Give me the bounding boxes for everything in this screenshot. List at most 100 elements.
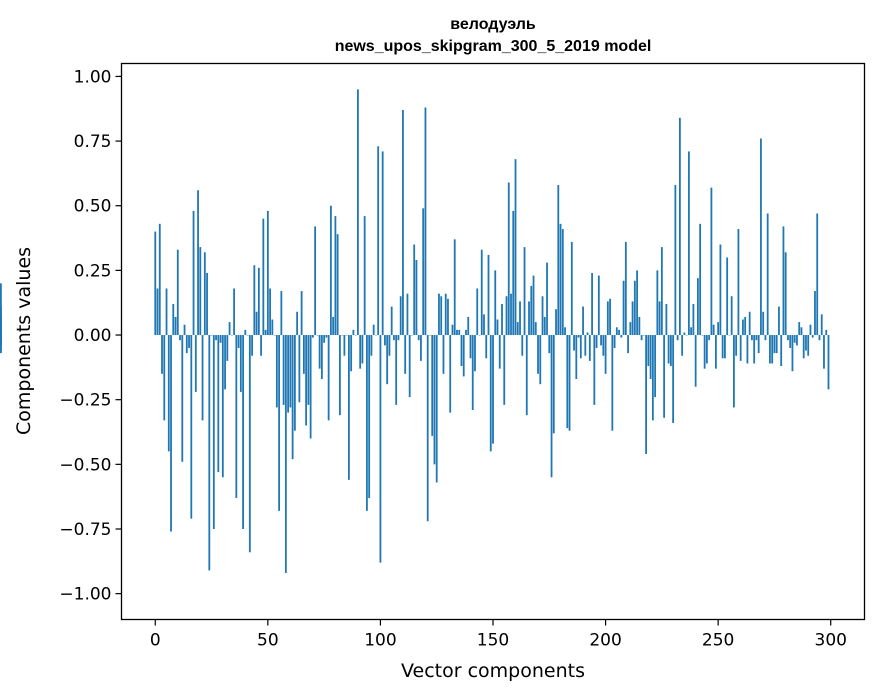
bar: [816, 213, 819, 336]
bar: [618, 329, 620, 336]
bar: [248, 335, 251, 553]
bar: [447, 298, 449, 336]
bar: [809, 324, 812, 336]
y-tick-label: 0.75: [74, 132, 112, 152]
bar: [266, 210, 269, 336]
bar: [309, 335, 312, 439]
bar: [388, 335, 391, 356]
bar: [823, 335, 825, 369]
bar: [242, 335, 244, 529]
bar: [453, 239, 456, 336]
bar: [386, 335, 389, 385]
y-axis-ticks: 1.00 0.75 0.50 0.25 0.00 −0.25 −0.50 −0.75 −1.00: [59, 67, 122, 605]
bar: [825, 329, 828, 336]
bar: [244, 329, 247, 336]
bar: [800, 327, 803, 336]
y-tick-label: 0.25: [74, 261, 112, 281]
bar: [669, 335, 672, 367]
bar: [773, 335, 776, 354]
x-axis-ticks: 0 50 100 150 200 250 300: [150, 619, 847, 651]
bar: [179, 335, 181, 341]
bar: [510, 293, 512, 336]
bar: [174, 316, 177, 336]
bar: [167, 335, 170, 452]
bar: [264, 329, 267, 336]
bar: [339, 335, 341, 416]
bar: [257, 267, 260, 336]
bar: [237, 335, 240, 348]
bar: [564, 327, 566, 336]
bar: [253, 265, 256, 336]
bar: [474, 335, 476, 372]
bar: [699, 223, 702, 336]
bar: [818, 335, 821, 341]
bar: [332, 316, 335, 336]
bar: [600, 335, 602, 346]
bar: [532, 275, 535, 336]
bar: [217, 335, 220, 473]
bar: [719, 244, 722, 336]
bar: [663, 335, 666, 418]
bar: [584, 335, 587, 356]
bar: [271, 319, 274, 336]
bar: [708, 335, 711, 341]
bar: [523, 247, 526, 336]
bar: [336, 234, 339, 336]
bar: [519, 301, 521, 336]
x-tick-label: 250: [702, 631, 734, 651]
bar: [239, 335, 242, 392]
bar: [611, 335, 614, 431]
bar: [748, 311, 751, 336]
bar: [465, 329, 467, 336]
bar: [570, 241, 573, 336]
bar: [827, 335, 830, 390]
x-tick-label: 150: [477, 631, 509, 651]
bar: [372, 324, 375, 336]
bar: [485, 335, 488, 359]
bar: [348, 335, 350, 480]
bar: [742, 319, 744, 336]
bar: [183, 324, 186, 336]
bar-series: [0, 89, 830, 573]
bar: [791, 335, 794, 372]
bar: [573, 335, 575, 351]
bar: [440, 296, 443, 336]
bar: [406, 293, 409, 336]
bar: [552, 335, 555, 434]
bar: [215, 335, 217, 341]
bar: [690, 327, 693, 336]
bar: [483, 314, 485, 336]
bar: [305, 335, 308, 426]
bar: [494, 270, 497, 336]
bar: [530, 285, 533, 336]
bar: [525, 335, 528, 416]
bar: [577, 335, 580, 338]
bar: [228, 322, 231, 336]
bar: [280, 291, 283, 336]
bar: [417, 335, 420, 341]
bar: [537, 335, 539, 374]
bar: [381, 151, 384, 336]
bar: [597, 275, 600, 336]
bar: [638, 316, 641, 336]
bar: [154, 231, 157, 336]
bar: [548, 335, 551, 354]
bar: [705, 335, 708, 364]
bar: [269, 288, 271, 336]
bar: [559, 223, 562, 336]
bar: [291, 335, 294, 460]
bar: [514, 159, 517, 336]
bar: [293, 335, 296, 431]
bar: [161, 335, 163, 374]
bar: [212, 335, 215, 529]
bar: [807, 335, 810, 356]
bar: [687, 151, 690, 336]
bar: [451, 324, 454, 336]
bar: [593, 335, 596, 405]
x-tick-label: 100: [364, 631, 396, 651]
bar: [397, 335, 400, 341]
bar: [805, 335, 807, 351]
bar: [703, 335, 706, 369]
bar: [492, 335, 494, 444]
bar: [566, 335, 569, 429]
